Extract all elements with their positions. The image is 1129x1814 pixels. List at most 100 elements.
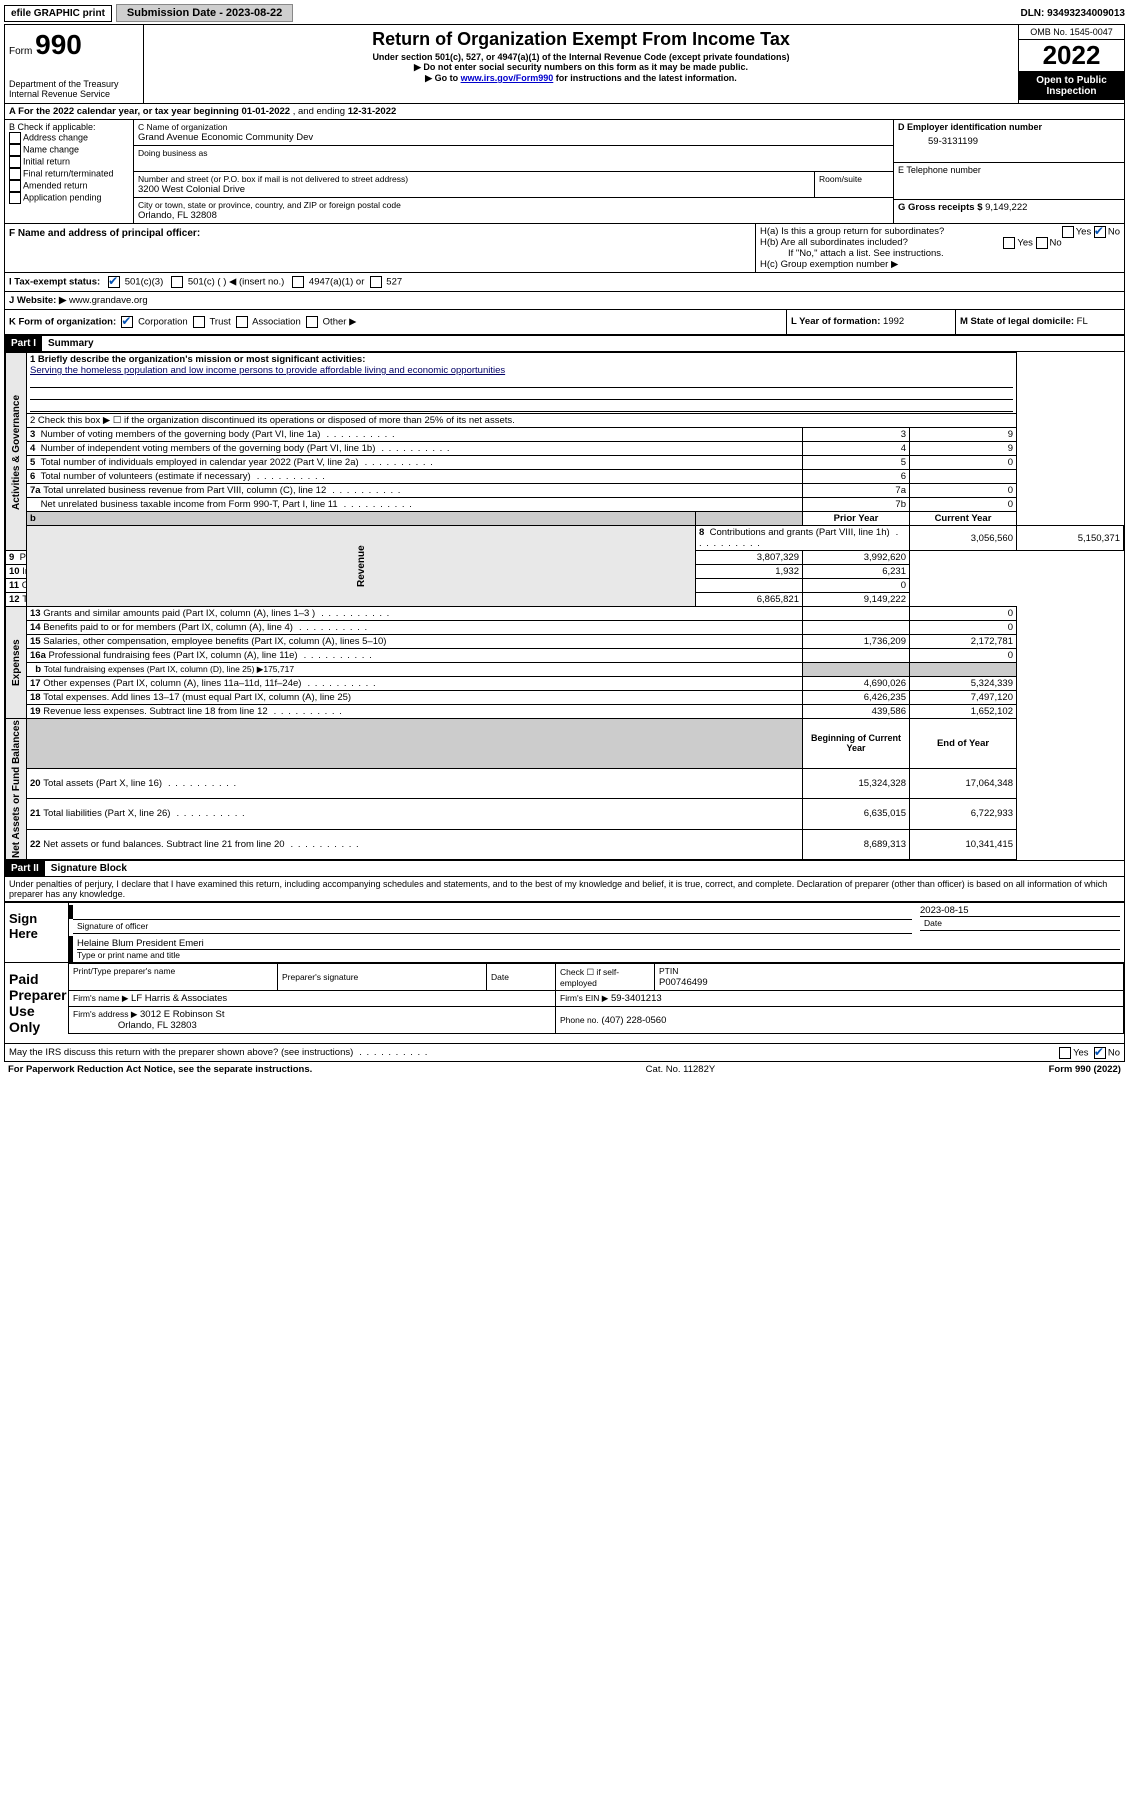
cell-gross-receipts: G Gross receipts $ 9,149,222 [894,200,1124,215]
k-opt: Trust [209,317,230,328]
checkbox-icon [9,192,21,204]
prior-val [696,579,803,593]
cell-street: Number and street (or P.O. box if mail i… [134,172,893,198]
line-text: Total unrelated business revenue from Pa… [43,485,326,496]
i-opt-3: 527 [386,277,402,288]
line-text: Salaries, other compensation, employee b… [43,636,386,647]
cb-label: Address change [23,132,88,142]
part2-title: Signature Block [45,863,127,874]
k-opt: Association [252,317,301,328]
form-prefix: Form [9,46,32,57]
checkbox-icon[interactable] [306,316,318,328]
tax-year: 2022 [1019,40,1124,72]
cell-k: K Form of organization: Corporation Trus… [5,310,786,334]
form-header: Form 990 Department of the Treasury Inte… [5,25,1124,104]
checkbox-icon [9,180,21,192]
ein-label: D Employer identification number [898,122,1120,132]
firm-name: LF Harris & Associates [131,993,227,1004]
checkbox-icon[interactable] [1094,1047,1106,1059]
line-text: Total number of individuals employed in … [41,457,359,468]
cb-application-pending[interactable]: Application pending [9,192,129,204]
line-text: Other expenses (Part IX, column (A), lin… [43,678,301,689]
i-opt-1: 501(c) ( ) ◀ (insert no.) [188,277,285,288]
ptin-label: PTIN [659,966,678,976]
col-headers-rev: bPrior YearCurrent Year [6,512,1124,526]
l-label: L Year of formation: [791,316,883,327]
prior-val: 6,865,821 [696,593,803,607]
begin-year-header: Beginning of Current Year [803,719,910,769]
col-header: Print/Type preparer's name [73,966,175,976]
end-year-header: End of Year [910,719,1017,769]
checkbox-icon[interactable] [1036,237,1048,249]
line-text: Number of voting members of the governin… [41,429,321,440]
line-7b: Net unrelated business taxable income fr… [6,498,1124,512]
checkbox-icon[interactable] [292,276,304,288]
checkbox-icon[interactable] [370,276,382,288]
curr-val: 0 [910,649,1017,663]
mission-text[interactable]: Serving the homeless population and low … [30,365,1013,376]
part1-header-row: Part I Summary [5,335,1124,352]
footer-mid: Cat. No. 11282Y [646,1064,716,1075]
checkbox-icon[interactable] [193,316,205,328]
cb-amended[interactable]: Amended return [9,180,129,192]
curr-val: 10,341,415 [910,829,1017,859]
prior-val: 1,932 [696,565,803,579]
line-value: 0 [910,498,1017,512]
checkbox-icon[interactable] [108,276,120,288]
cb-name-change[interactable]: Name change [9,144,129,156]
q1-label: 1 Briefly describe the organization's mi… [30,354,365,365]
curr-val: 2,172,781 [910,635,1017,649]
row-k-l-m: K Form of organization: Corporation Trus… [5,310,1124,335]
phone-label: E Telephone number [898,165,1120,175]
submission-date-button[interactable]: Submission Date - 2023-08-22 [116,4,293,22]
m-label: M State of legal domicile: [960,316,1077,327]
paid-preparer-block: Paid Preparer Use Only Print/Type prepar… [5,962,1124,1043]
entity-grid: B Check if applicable: Address change Na… [5,120,1124,224]
preparer-table: Print/Type preparer's name Preparer's si… [68,963,1124,1034]
line-text: Benefits paid to or for members (Part IX… [43,622,293,633]
part2-badge: Part II [5,861,45,876]
cb-address-change[interactable]: Address change [9,132,129,144]
checkbox-icon[interactable] [1059,1047,1071,1059]
line-text: Total number of volunteers (estimate if … [41,471,251,482]
firm-ein-label: Firm's EIN ▶ [560,993,608,1003]
instructions-link[interactable]: www.irs.gov/Form990 [461,73,554,83]
line-5: 5 Total number of individuals employed i… [6,456,1124,470]
cell-l: L Year of formation: 1992 [786,310,955,334]
checkbox-icon[interactable] [171,276,183,288]
k-opt: Other ▶ [323,317,357,328]
discuss-text: May the IRS discuss this return with the… [9,1047,353,1058]
h-b-row: H(b) Are all subordinates included? Yes … [760,237,1120,248]
line-box: 6 [803,470,910,484]
line-text: Total liabilities (Part X, line 26) [43,808,170,819]
checkbox-icon [9,144,21,156]
curr-val: 9,149,222 [803,593,910,607]
checkbox-icon[interactable] [1062,226,1074,238]
firm-addr1: 3012 E Robinson St [140,1009,225,1020]
prior-val: 8,689,313 [803,829,910,859]
curr-val: 0 [910,607,1017,621]
cb-initial-return[interactable]: Initial return [9,156,129,168]
form-number: 990 [35,29,82,60]
subtitle-3: ▶ Go to www.irs.gov/Form990 for instruct… [148,73,1014,84]
current-year-header: Current Year [910,512,1017,526]
cb-final-return[interactable]: Final return/terminated [9,168,129,180]
hb-label: H(b) Are all subordinates included? [760,237,908,248]
prior-val: 1,736,209 [803,635,910,649]
checkbox-icon [9,168,21,180]
checkbox-icon[interactable] [236,316,248,328]
hb-note: If "No," attach a list. See instructions… [760,248,1120,259]
line-text: Number of independent voting members of … [41,443,376,454]
prior-val: 3,056,560 [910,526,1017,551]
cb-label: Amended return [23,180,88,190]
line-text: Total assets (Part X, line 16) [43,778,162,789]
checkbox-icon[interactable] [121,316,133,328]
line-text: Revenue less expenses. Subtract line 18 … [43,706,267,717]
checkbox-icon[interactable] [1094,226,1106,238]
paid-preparer-label: Paid Preparer Use Only [5,963,68,1043]
cb-label: Initial return [23,156,70,166]
checkbox-icon[interactable] [1003,237,1015,249]
room-label: Room/suite [819,174,889,184]
col-b-checkboxes: B Check if applicable: Address change Na… [5,120,133,223]
vlabel-governance: Activities & Governance [6,353,27,551]
